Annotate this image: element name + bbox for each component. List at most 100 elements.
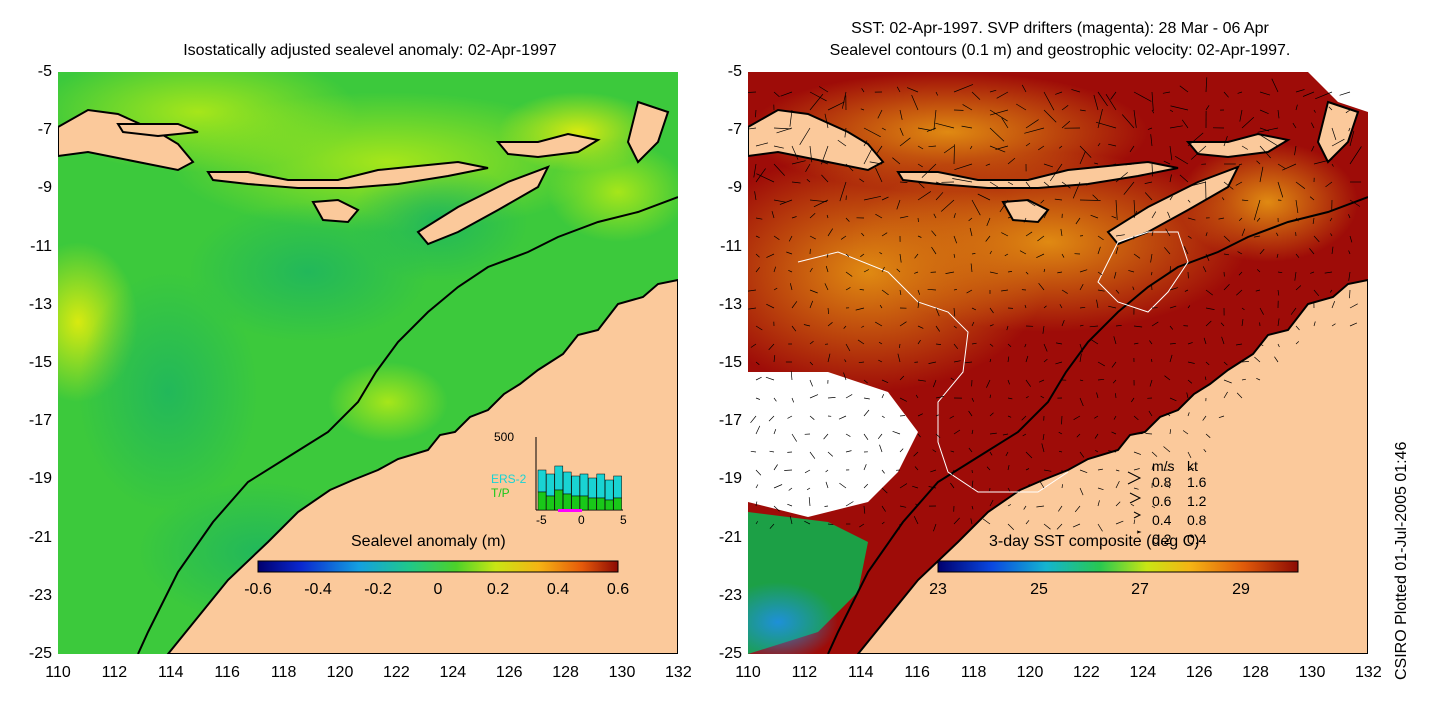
velocity-arrow	[899, 321, 907, 327]
velocity-arrow	[1175, 156, 1189, 165]
velocity-arrow	[1007, 343, 1012, 348]
velocity-arrow	[827, 307, 830, 315]
velocity-arrow	[1038, 379, 1045, 383]
velocity-arrow	[809, 91, 827, 102]
velocity-arrow	[1241, 145, 1248, 150]
velocity-arrow	[1259, 166, 1264, 183]
velocity-arrow	[1290, 307, 1297, 315]
velocity-arrow	[881, 505, 886, 512]
velocity-arrow	[1023, 505, 1027, 510]
velocity-arrow	[1349, 303, 1358, 309]
inset-series-tp: T/P	[491, 486, 510, 500]
velocity-arrow	[931, 246, 937, 255]
velocity-arrow	[1001, 232, 1009, 237]
velocity-arrow	[1325, 181, 1333, 188]
velocity-arrow	[950, 482, 955, 489]
velocity-arrow	[892, 157, 901, 165]
velocity-arrow	[863, 149, 872, 165]
velocity-arrow	[914, 466, 919, 471]
velocity-arrow	[1097, 378, 1105, 381]
velocity-arrow	[789, 109, 793, 127]
velocity-arrow	[1311, 145, 1315, 152]
velocity-arrow	[1001, 289, 1009, 292]
velocity-arrow	[971, 480, 974, 489]
velocity-legend-kt: 0.8	[1187, 512, 1207, 528]
velocity-arrow	[1179, 174, 1189, 183]
velocity-arrow	[1043, 523, 1051, 530]
velocity-arrow	[985, 163, 991, 166]
velocity-arrow	[926, 127, 937, 132]
inset-bar-tp	[546, 495, 555, 511]
java-island	[748, 108, 885, 172]
velocity-arrow	[791, 181, 801, 184]
velocity-arrow	[750, 450, 757, 453]
velocity-arrow	[1165, 228, 1171, 237]
geostrophic-velocity-arrows	[748, 77, 1362, 532]
velocity-arrow	[1133, 451, 1142, 455]
velocity-arrow	[1025, 451, 1033, 459]
velocity-arrow	[1274, 356, 1279, 363]
velocity-arrow	[935, 325, 940, 332]
velocity-arrow	[1149, 340, 1153, 345]
velocity-arrow	[845, 217, 850, 222]
velocity-arrow	[1324, 271, 1333, 274]
velocity-arrow	[1021, 84, 1027, 93]
velocity-arrow	[844, 359, 847, 363]
velocity-arrow	[1313, 109, 1316, 113]
velocity-arrow	[1241, 378, 1246, 381]
velocity-arrow	[1133, 91, 1152, 102]
velocity-arrow	[1331, 138, 1345, 147]
velocity-arrow	[935, 192, 944, 201]
velocity-arrow	[750, 343, 757, 348]
velocity-arrow	[806, 487, 811, 491]
velocity-arrow	[1202, 415, 1207, 421]
velocity-arrow	[935, 122, 955, 129]
velocity-arrow	[1254, 356, 1261, 363]
right-lat-tick: -23	[718, 586, 742, 604]
velocity-arrow	[1203, 448, 1207, 453]
velocity-arrow	[1169, 266, 1171, 273]
velocity-arrow	[1025, 271, 1029, 275]
right-lat-tick: -25	[718, 645, 742, 662]
velocity-arrow	[1295, 285, 1302, 291]
velocity-arrow	[917, 413, 923, 417]
velocity-arrow	[845, 287, 851, 291]
velocity-arrow	[1218, 217, 1225, 220]
velocity-arrow	[1187, 132, 1204, 147]
velocity-arrow	[1276, 253, 1279, 258]
velocity-legend	[1127, 471, 1142, 534]
left-lon-tick: 126	[495, 664, 523, 681]
velocity-arrow	[1049, 163, 1063, 182]
velocity-arrow	[1025, 142, 1031, 147]
velocity-arrow	[875, 213, 883, 219]
velocity-arrow	[928, 145, 937, 148]
velocity-arrow	[1277, 163, 1286, 169]
velocity-arrow	[773, 235, 780, 240]
velocity-arrow	[815, 159, 829, 165]
velocity-arrow	[1329, 217, 1333, 222]
velocity-arrow	[1133, 253, 1141, 259]
velocity-arrow	[1310, 271, 1315, 274]
velocity-arrow	[1277, 109, 1280, 119]
velocity-arrow	[989, 432, 997, 435]
velocity-arrow	[1043, 91, 1055, 111]
left-lon-tick: 110	[45, 664, 71, 681]
velocity-arrow	[1349, 146, 1362, 165]
velocity-arrow	[806, 179, 811, 183]
velocity-arrow	[1223, 391, 1228, 399]
velocity-arrow	[1043, 163, 1054, 168]
velocity-arrow	[1205, 307, 1215, 310]
velocity-arrow	[1312, 217, 1315, 224]
velocity-arrow	[860, 108, 865, 111]
velocity-arrow	[1241, 361, 1249, 363]
velocity-arrow	[878, 359, 883, 363]
velocity-arrow	[826, 253, 829, 258]
inset-bar-ers2	[588, 477, 597, 499]
velocity-arrow	[1108, 450, 1117, 453]
velocity-arrow	[913, 516, 919, 525]
velocity-arrow	[971, 505, 974, 510]
velocity-arrow	[839, 482, 847, 489]
velocity-arrow	[1089, 325, 1099, 328]
velocity-arrow	[1133, 109, 1137, 128]
velocity-arrow	[953, 84, 974, 93]
